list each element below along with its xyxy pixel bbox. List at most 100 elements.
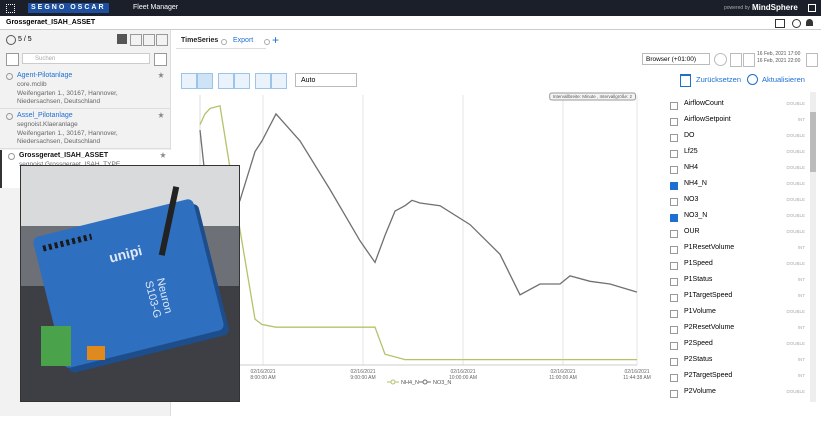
top-bar: SEGNO OSCAR Fleet Manager powered by Min… — [0, 0, 821, 16]
asset-icon — [8, 153, 15, 160]
asset-icon — [6, 73, 13, 80]
history[interactable] — [714, 53, 727, 66]
variable-type: DOUBLE — [786, 149, 805, 154]
checkbox[interactable] — [670, 246, 678, 254]
next-range[interactable] — [806, 53, 818, 67]
pan-tool[interactable] — [181, 73, 197, 89]
variable-item[interactable]: NH4_N DOUBLE — [670, 180, 805, 194]
checkbox[interactable] — [670, 262, 678, 270]
checkbox[interactable] — [670, 198, 678, 206]
checkbox[interactable] — [670, 278, 678, 286]
x-tick-label: 02/16/2021 8:00:00 AM — [250, 369, 275, 381]
variable-name: AirflowSetpoint — [684, 116, 731, 123]
checkbox[interactable] — [670, 166, 678, 174]
checkbox[interactable] — [670, 374, 678, 382]
variable-item[interactable]: P2Volume DOUBLE — [670, 388, 805, 402]
card-view[interactable] — [156, 34, 168, 46]
user-icon[interactable] — [806, 19, 813, 26]
layout-icon[interactable] — [775, 19, 785, 28]
variable-list: AirflowCount DOUBLE AirflowSetpoint INT DO DO… — [660, 90, 810, 405]
aggregation-select[interactable]: Auto — [295, 73, 357, 87]
checkbox[interactable] — [670, 102, 678, 110]
tab-bar — [176, 33, 266, 49]
variable-name: P2ResetVolume — [684, 324, 735, 331]
variable-item[interactable]: AirflowCount DOUBLE — [670, 100, 805, 114]
prev-range[interactable] — [730, 53, 742, 67]
variable-item[interactable]: P1Status INT — [670, 276, 805, 290]
variable-item[interactable]: AirflowSetpoint INT — [670, 116, 805, 130]
asset-name: Assel_Pilotanlage — [17, 112, 73, 119]
variable-item[interactable]: P2TargetSpeed INT — [670, 372, 805, 386]
add-tab[interactable]: + — [272, 33, 280, 47]
share-icon[interactable] — [792, 19, 801, 28]
variable-type: DOUBLE — [786, 341, 805, 346]
favorite[interactable] — [160, 152, 166, 158]
app-menu[interactable] — [6, 4, 15, 13]
checkbox[interactable] — [670, 134, 678, 142]
variable-item[interactable]: P1Speed DOUBLE — [670, 260, 805, 274]
tag-filter[interactable] — [154, 53, 167, 66]
tab[interactable]: Export — [233, 37, 254, 44]
range-to: 16 Feb, 2021 22:00 — [757, 58, 801, 64]
chart: 02/16/2021 8:00:00 AM 02/16/2021 9:00:00 AM… — [199, 92, 651, 386]
asset-title: Grossgeraet_ISAH_ASSET — [6, 19, 96, 26]
asset-type: segnoist.Klaeranlage — [17, 121, 78, 128]
variable-type: INT — [797, 117, 805, 122]
scrollbar — [810, 92, 816, 402]
legend-label[interactable]: NO3_N — [433, 380, 451, 386]
variable-type: INT — [797, 325, 805, 330]
map-view[interactable] — [143, 34, 155, 46]
tab[interactable]: TimeSeries — [181, 37, 219, 44]
variable-item[interactable]: P2Speed DOUBLE — [670, 340, 805, 354]
cancel[interactable] — [271, 73, 287, 89]
timezone-select[interactable]: Browser (+01:00) — [642, 53, 710, 65]
variable-item[interactable]: P1ResetVolume INT — [670, 244, 805, 258]
variable-item[interactable]: P2Status INT — [670, 356, 805, 370]
list-view[interactable] — [117, 34, 127, 44]
favorite[interactable] — [158, 112, 164, 118]
range-from: 16 Feb, 2021 17:00 — [757, 51, 801, 57]
tab-close[interactable] — [221, 39, 227, 45]
search[interactable]: Suchen — [22, 53, 150, 64]
checkbox[interactable] — [670, 118, 678, 126]
tree-view[interactable] — [130, 34, 142, 46]
zoom-tool[interactable] — [197, 73, 213, 89]
variable-item[interactable]: NO3_N DOUBLE — [670, 212, 805, 226]
variable-item[interactable]: DO DOUBLE — [670, 132, 805, 146]
checkbox[interactable] — [670, 214, 678, 222]
apply[interactable] — [255, 73, 271, 89]
calendar[interactable] — [743, 53, 755, 67]
reset-button[interactable]: Zurücksetzen — [696, 75, 742, 84]
variable-item[interactable]: NO3 DOUBLE — [670, 196, 805, 210]
asset-item[interactable]: Agent-Pilotanlage core.mclib Weifengarten … — [0, 70, 170, 109]
checkbox[interactable] — [670, 358, 678, 366]
zoom-out[interactable] — [234, 73, 250, 89]
filter[interactable] — [6, 53, 19, 66]
favorite[interactable] — [158, 72, 164, 78]
logout[interactable] — [808, 4, 816, 12]
zoom-in[interactable] — [218, 73, 234, 89]
variable-item[interactable]: P1Volume DOUBLE — [670, 308, 805, 322]
checkbox[interactable] — [670, 294, 678, 302]
variable-item[interactable]: P1TargetSpeed INT — [670, 292, 805, 306]
checkbox[interactable] — [670, 230, 678, 238]
asset-item[interactable]: Assel_Pilotanlage segnoist.Klaeranlage Wei… — [0, 110, 170, 149]
checkbox[interactable] — [670, 150, 678, 158]
refresh-button[interactable]: Aktualisieren — [762, 75, 805, 84]
checkbox[interactable] — [670, 390, 678, 398]
variable-item[interactable]: OUR DOUBLE — [670, 228, 805, 242]
variable-type: DOUBLE — [786, 309, 805, 314]
checkbox[interactable] — [670, 182, 678, 190]
variable-item[interactable]: Lf25 DOUBLE — [670, 148, 805, 162]
asset-name: Grossgeraet_ISAH_ASSET — [19, 152, 109, 159]
checkbox[interactable] — [670, 310, 678, 318]
variable-item[interactable]: P2ResetVolume INT — [670, 324, 805, 338]
checkbox[interactable] — [670, 326, 678, 334]
brand-logo: SEGNO OSCAR — [28, 3, 109, 13]
variable-item[interactable]: NH4 DOUBLE — [670, 164, 805, 178]
legend-label[interactable]: NH4_N — [401, 380, 419, 386]
connector — [41, 326, 71, 366]
asset-name: Agent-Pilotanlage — [17, 72, 73, 79]
tab-close[interactable] — [264, 39, 270, 45]
checkbox[interactable] — [670, 342, 678, 350]
